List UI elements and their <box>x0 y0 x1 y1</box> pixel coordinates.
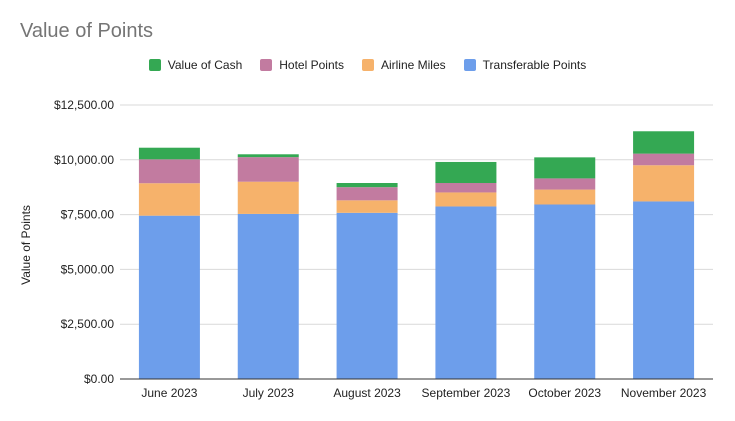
y-tick-label: $10,000.00 <box>54 153 114 167</box>
bar-transferable-points-september-2023[interactable] <box>435 206 497 379</box>
legend: Value of Cash Hotel Points Airline Miles Tr… <box>0 58 735 72</box>
bar-transferable-points-june-2023[interactable] <box>138 215 200 379</box>
bar-airline-miles-july-2023[interactable] <box>237 181 299 214</box>
bar-airline-miles-august-2023[interactable] <box>336 200 398 213</box>
legend-label: Hotel Points <box>279 58 344 72</box>
legend-label: Transferable Points <box>482 58 587 72</box>
legend-swatch <box>361 59 374 71</box>
x-tick-label: August 2023 <box>333 386 401 400</box>
bar-transferable-points-july-2023[interactable] <box>237 213 299 379</box>
bar-hotel-points-november-2023[interactable] <box>633 153 695 166</box>
legend-item-airline-miles[interactable]: Airline Miles <box>361 58 446 72</box>
bar-hotel-points-june-2023[interactable] <box>138 159 200 184</box>
bar-value-of-cash-october-2023[interactable] <box>534 157 596 179</box>
y-tick-label: $2,500.00 <box>61 317 115 331</box>
legend-swatch <box>260 59 273 71</box>
bar-hotel-points-july-2023[interactable] <box>237 157 299 182</box>
bar-hotel-points-october-2023[interactable] <box>534 178 596 190</box>
bar-transferable-points-october-2023[interactable] <box>534 204 596 379</box>
legend-item-transferable-points[interactable]: Transferable Points <box>463 58 587 72</box>
bar-hotel-points-august-2023[interactable] <box>336 187 398 201</box>
bar-value-of-cash-june-2023[interactable] <box>138 147 200 160</box>
legend-swatch <box>148 59 161 71</box>
x-tick-label: June 2023 <box>141 386 197 400</box>
legend-label: Airline Miles <box>380 58 446 72</box>
bar-hotel-points-september-2023[interactable] <box>435 183 497 193</box>
bar-value-of-cash-july-2023[interactable] <box>237 154 299 158</box>
grid-layer <box>120 104 713 325</box>
x-tick-label: July 2023 <box>243 386 295 400</box>
legend-label: Value of Cash <box>167 58 243 72</box>
y-tick-label: $0.00 <box>84 372 114 386</box>
bar-value-of-cash-november-2023[interactable] <box>633 131 695 154</box>
y-tick-label: $7,500.00 <box>61 208 115 222</box>
y-tick-label: $5,000.00 <box>61 262 115 276</box>
bar-value-of-cash-august-2023[interactable] <box>336 183 398 188</box>
bar-transferable-points-august-2023[interactable] <box>336 212 398 379</box>
bar-airline-miles-september-2023[interactable] <box>435 192 497 207</box>
x-tick-label: November 2023 <box>621 386 707 400</box>
bar-transferable-points-november-2023[interactable] <box>633 201 695 379</box>
bar-layer <box>138 131 695 379</box>
bar-airline-miles-november-2023[interactable] <box>633 165 695 202</box>
bar-airline-miles-june-2023[interactable] <box>138 183 200 216</box>
x-tick-label: October 2023 <box>528 386 601 400</box>
bar-value-of-cash-september-2023[interactable] <box>435 161 497 184</box>
legend-item-hotel-points[interactable]: Hotel Points <box>260 58 344 72</box>
legend-swatch <box>463 59 476 71</box>
legend-item-value-of-cash[interactable]: Value of Cash <box>148 58 243 72</box>
x-tick-label: September 2023 <box>422 386 511 400</box>
bar-airline-miles-october-2023[interactable] <box>534 189 596 205</box>
axis-layer: $0.00 $2,500.00 $5,000.00 $7,500.00 $10,000.… <box>54 98 713 400</box>
y-tick-label: $12,500.00 <box>54 98 114 112</box>
chart-title: Value of Points <box>20 20 154 42</box>
